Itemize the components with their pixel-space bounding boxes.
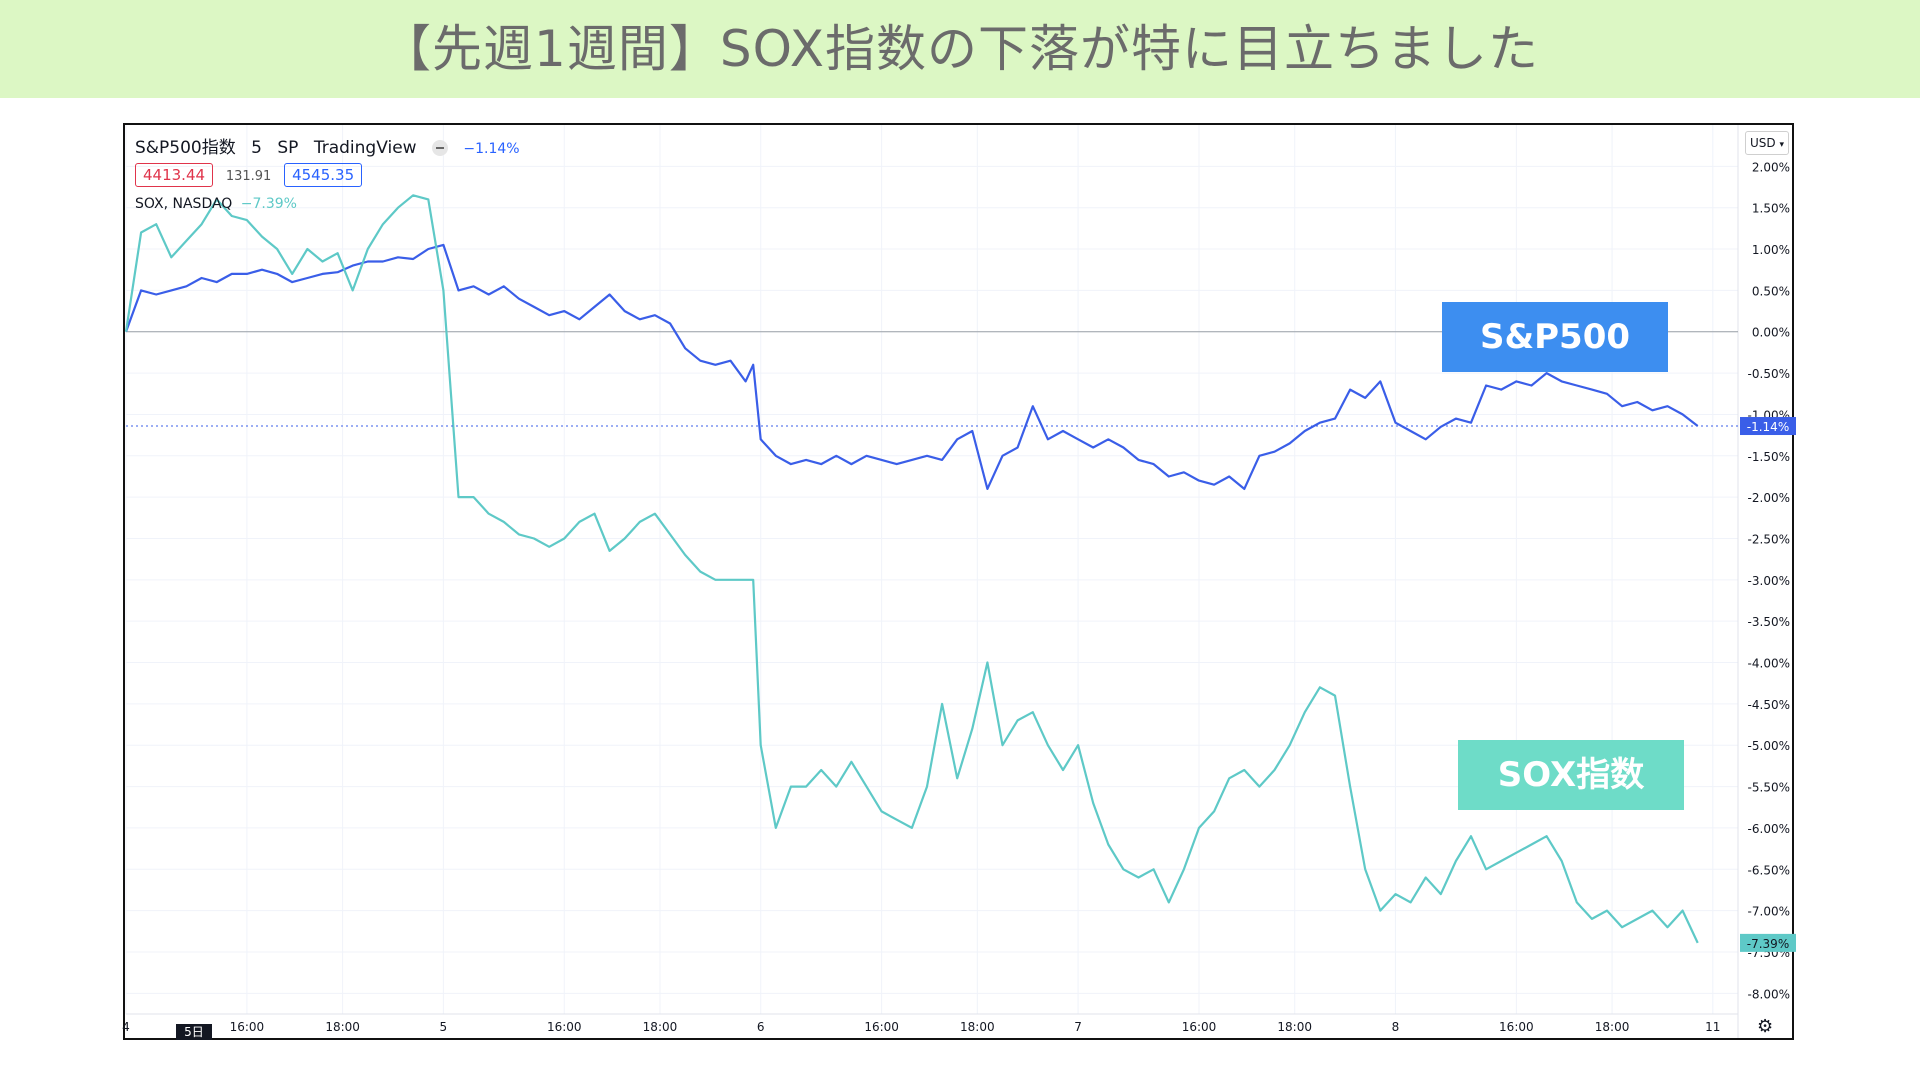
y-tick-label: -7.00% bbox=[1748, 905, 1790, 919]
y-tick-label: 1.50% bbox=[1752, 202, 1790, 216]
x-tick-label: 5 bbox=[440, 1020, 448, 1034]
source-label: TradingView bbox=[313, 138, 417, 158]
high-price-badge: 4545.35 bbox=[284, 163, 363, 187]
y-tick-label: -6.50% bbox=[1748, 863, 1790, 877]
sp500-price-tag bbox=[1740, 417, 1796, 436]
sp500-price-tag-label: -1.14% bbox=[1747, 420, 1789, 434]
y-tick-label: -4.00% bbox=[1748, 657, 1790, 671]
symbol-name[interactable]: S&P500指数 bbox=[135, 138, 236, 158]
y-tick-label: -8.00% bbox=[1748, 987, 1790, 1001]
low-price-badge: 4413.44 bbox=[135, 163, 214, 187]
currency-label: USD bbox=[1750, 136, 1776, 150]
chevron-down-icon: ▾ bbox=[1779, 140, 1784, 150]
title-banner bbox=[0, 0, 1920, 98]
y-tick-label: -0.50% bbox=[1748, 367, 1790, 381]
y-tick-label: 0.00% bbox=[1752, 326, 1790, 340]
y-tick-label: -2.00% bbox=[1748, 491, 1790, 505]
chart-legend-main: S&P500指数 5 SP TradingView −1.14% bbox=[135, 133, 530, 158]
x-tick-label: 18:00 bbox=[960, 1020, 995, 1034]
x-tick-label: 7 bbox=[1074, 1020, 1082, 1034]
currency-selector[interactable]: USD ▾ bbox=[1745, 131, 1789, 155]
x-tick-label: 18:00 bbox=[643, 1020, 678, 1034]
sox-price-tag-label: -7.39% bbox=[1747, 937, 1789, 951]
x-tick-label: 11 bbox=[1705, 1020, 1720, 1034]
y-tick-label: -5.50% bbox=[1748, 781, 1790, 795]
sp500-line bbox=[124, 243, 1699, 490]
x-tick-label: 18:00 bbox=[325, 1020, 360, 1034]
y-tick-label: 2.00% bbox=[1752, 160, 1790, 174]
y-tick-label: -3.00% bbox=[1748, 574, 1790, 588]
x-tick-label: 6 bbox=[757, 1020, 765, 1034]
x-tick-label: 18:00 bbox=[1595, 1020, 1630, 1034]
y-tick-label: 1.00% bbox=[1752, 243, 1790, 257]
sp500-change: −1.14% bbox=[463, 141, 520, 157]
y-tick-label: -5.00% bbox=[1748, 739, 1790, 753]
page-title: 【先週1週間】SOX指数の下落が特に目立ちました bbox=[381, 20, 1539, 78]
x-tick-label: 16:00 bbox=[547, 1020, 582, 1034]
sp500-label: S&P500 bbox=[1442, 302, 1668, 372]
x-tick-label: 8 bbox=[1392, 1020, 1400, 1034]
y-tick-label: -4.50% bbox=[1748, 698, 1790, 712]
sox-price-tag bbox=[1740, 933, 1796, 952]
y-tick-label: -6.00% bbox=[1748, 822, 1790, 836]
y-tick-label: -3.50% bbox=[1748, 615, 1790, 629]
hide-series-icon[interactable] bbox=[431, 140, 448, 156]
chart-frame bbox=[123, 123, 1794, 1040]
y-tick-label: -1.50% bbox=[1748, 450, 1790, 464]
x-tick-label: 16:00 bbox=[1499, 1020, 1534, 1034]
day-badge: 5日 bbox=[176, 1024, 212, 1040]
exchange-label: SP bbox=[277, 138, 299, 158]
x-tick-label: 16:00 bbox=[1182, 1020, 1217, 1034]
y-tick-label: 0.50% bbox=[1752, 284, 1790, 298]
x-tick-label: 18:00 bbox=[1277, 1020, 1312, 1034]
interval-label: 5 bbox=[251, 138, 262, 158]
x-tick-label: 16:00 bbox=[230, 1020, 265, 1034]
sox-line bbox=[124, 194, 1699, 944]
sox-label: SOX指数 bbox=[1458, 740, 1684, 810]
x-tick-label: 16:00 bbox=[864, 1020, 899, 1034]
sox-symbol[interactable]: SOX, NASDAQ bbox=[135, 196, 233, 212]
price-range-legend: 4413.44 131.91 4545.35 bbox=[135, 163, 363, 187]
sox-legend: SOX, NASDAQ −7.39% bbox=[135, 196, 297, 212]
x-tick-label: 4 bbox=[122, 1020, 130, 1034]
sox-change: −7.39% bbox=[240, 196, 297, 212]
gear-icon[interactable]: ⚙ bbox=[1757, 1016, 1774, 1037]
price-spread: 131.91 bbox=[225, 169, 272, 184]
y-tick-label: -2.50% bbox=[1748, 532, 1790, 546]
